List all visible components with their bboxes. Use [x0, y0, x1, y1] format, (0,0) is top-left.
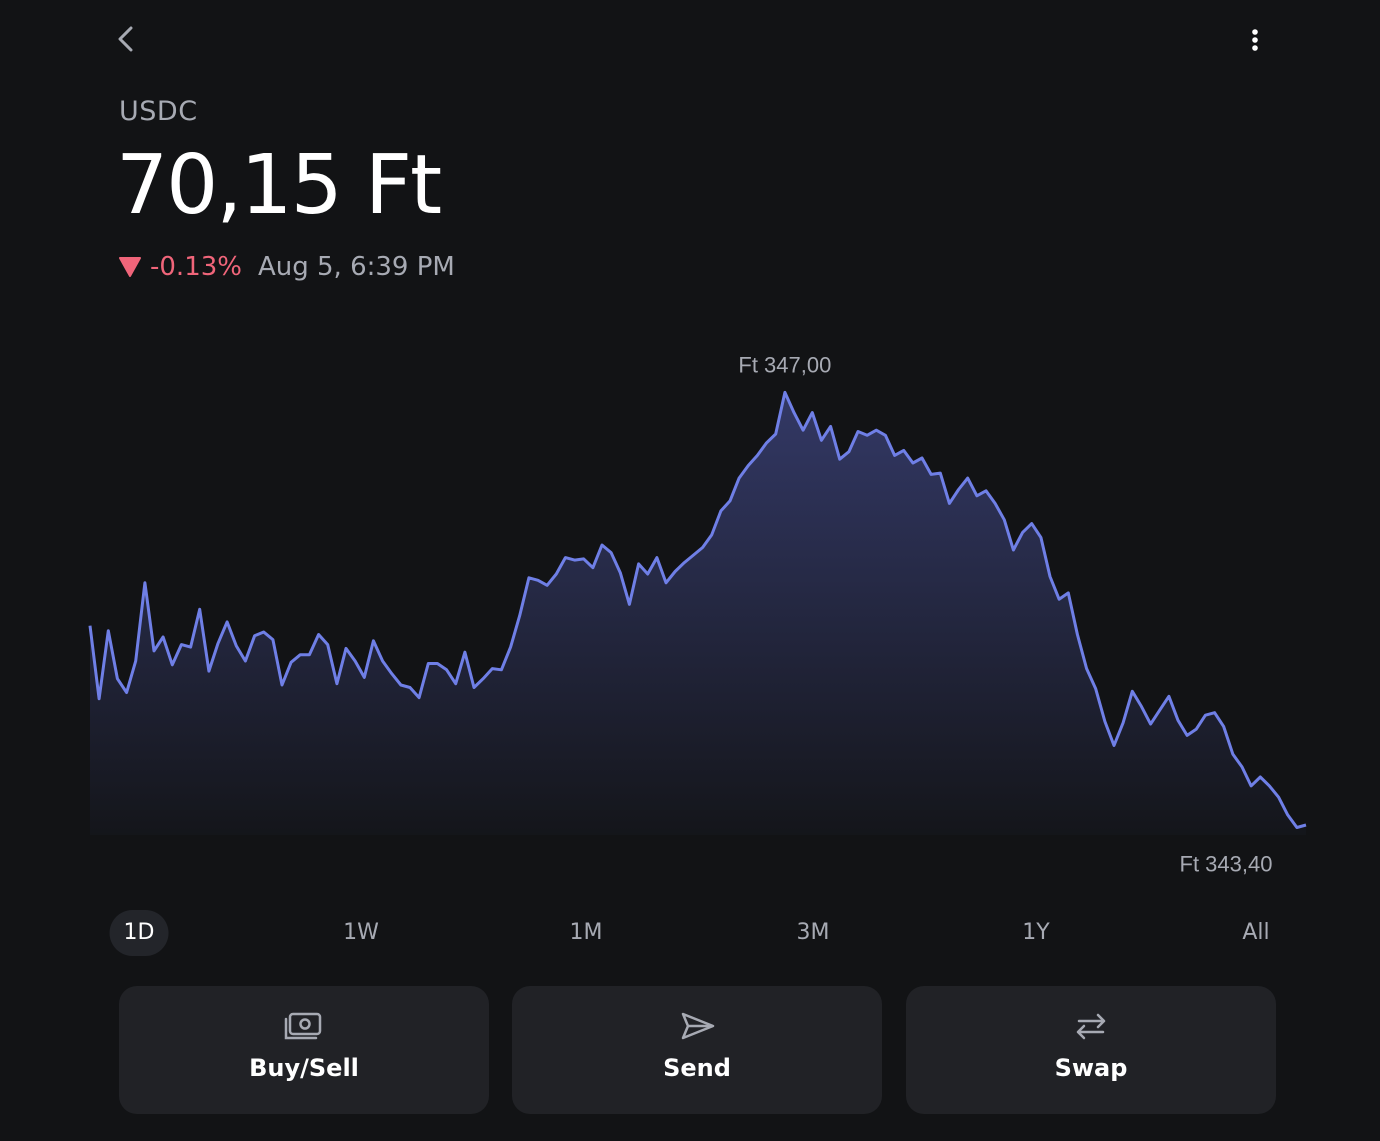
chart-area-fill	[90, 392, 1306, 835]
price-chart[interactable]: Ft 347,00 Ft 343,40	[0, 300, 1380, 900]
more-vertical-icon	[1252, 29, 1258, 51]
triangle-down-icon	[119, 257, 141, 277]
range-1m[interactable]: 1M	[569, 920, 603, 945]
cash-icon	[284, 1012, 322, 1040]
send-icon	[681, 1012, 715, 1040]
buy-sell-button[interactable]: Buy/Sell	[119, 986, 489, 1114]
swap-label: Swap	[1054, 1054, 1128, 1082]
asset-name: USDC	[119, 96, 198, 127]
send-label: Send	[663, 1054, 731, 1082]
time-range-selector: 1D 1W 1M 3M 1Y All	[0, 910, 1380, 956]
send-button[interactable]: Send	[512, 986, 882, 1114]
price-change-row: -0.13% Aug 5, 6:39 PM	[118, 252, 455, 282]
chart-high-label: Ft 347,00	[738, 352, 831, 377]
price-change-percent: -0.13%	[150, 252, 242, 282]
back-button[interactable]	[110, 22, 144, 56]
range-all[interactable]: All	[1242, 920, 1270, 945]
range-1d[interactable]: 1D	[109, 910, 169, 956]
buy-sell-label: Buy/Sell	[249, 1054, 359, 1082]
swap-icon	[1076, 1013, 1106, 1040]
range-1y[interactable]: 1Y	[1022, 920, 1050, 945]
chevron-left-icon	[118, 26, 133, 52]
chart-series-line	[88, 390, 1307, 829]
range-1w[interactable]: 1W	[343, 920, 379, 945]
chart-low-label: Ft 343,40	[1180, 851, 1273, 876]
action-bar: Buy/Sell Send Swap	[0, 986, 1380, 1114]
price-value: 70,15 Ft	[116, 138, 442, 233]
more-options-button[interactable]	[1240, 22, 1270, 58]
price-timestamp: Aug 5, 6:39 PM	[257, 252, 455, 282]
swap-button[interactable]: Swap	[906, 986, 1276, 1114]
range-3m[interactable]: 3M	[796, 920, 830, 945]
